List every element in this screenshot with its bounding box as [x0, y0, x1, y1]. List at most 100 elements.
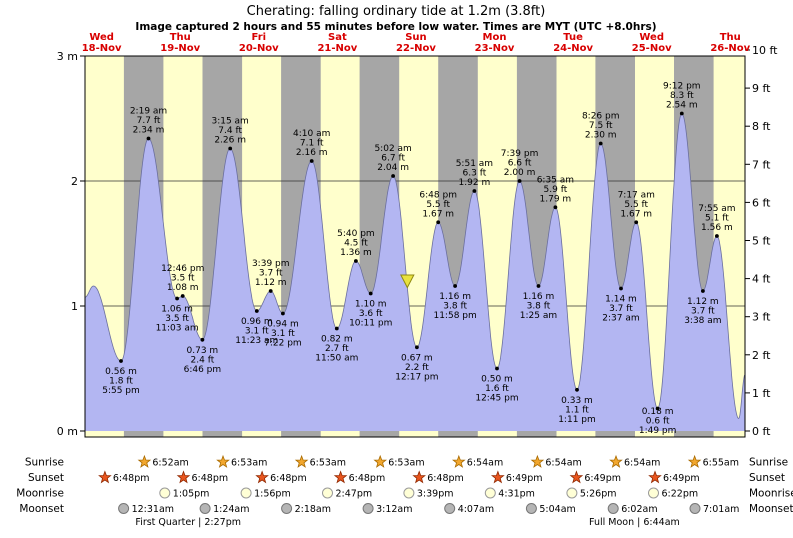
sunrise-time: 6:55am — [703, 458, 739, 469]
tide-extreme-dot — [391, 174, 395, 178]
tide-extreme-label-low: 0.73 m 2.4 ft 6:46 pm — [184, 346, 222, 375]
day-label-date: 18-Nov — [82, 43, 122, 54]
tide-extreme-dot — [254, 309, 259, 313]
tide-extreme-label-line: 1:49 pm — [639, 426, 677, 436]
day-label-weekday: Tue — [563, 32, 583, 43]
tide-extreme-label-line: 7:22 pm — [264, 339, 302, 349]
sunrise-icon — [294, 454, 309, 468]
tide-extreme-label-line: 1.67 m — [620, 209, 652, 219]
day-label-weekday: Wed — [89, 32, 114, 43]
current-tide-marker — [400, 274, 415, 289]
moonrise-icon — [403, 487, 415, 499]
tide-extreme-label-line: 5:40 pm — [337, 229, 375, 239]
left-axis-label: 2 — [71, 175, 78, 188]
tide-extreme-label-line: 0.82 m — [321, 335, 353, 345]
moonrise-row-label-right: Moonrise — [749, 488, 793, 500]
moonrise-time: 1:56pm — [254, 489, 291, 500]
tide-extreme-label-line: 10:11 pm — [349, 319, 392, 329]
day-label-weekday: Thu — [170, 32, 191, 43]
tide-extreme-label-line: 0.73 m — [187, 346, 219, 356]
tide-extreme-label-line: 12:45 pm — [475, 394, 518, 404]
tide-extreme-label-high: 6:35 am 5.9 ft 1.79 m — [537, 175, 574, 204]
tide-extreme-label-line: 1.12 m — [255, 278, 287, 288]
sunset-time: 6:48pm — [113, 473, 150, 484]
page-subtitle: Image captured 2 hours and 55 minutes be… — [135, 21, 656, 33]
sunrise-time: 6:53am — [388, 458, 424, 469]
sunset-time: 6:48pm — [427, 473, 464, 484]
tide-area — [85, 113, 745, 431]
tide-extreme-dot — [309, 159, 314, 163]
right-axis-label: 5 ft — [752, 235, 771, 248]
tide-extreme-dot — [536, 284, 541, 288]
tide-extreme-label-high: 7:55 am 5.1 ft 1.56 m — [698, 204, 735, 233]
tide-extreme-dot — [281, 311, 285, 316]
sunset-icon — [569, 470, 584, 484]
sunset-time: 6:49pm — [663, 473, 700, 484]
tide-extreme-dot — [368, 291, 373, 296]
tide-extreme-label-line: 6:46 pm — [184, 365, 222, 375]
tide-extreme-label-line: 12:17 pm — [395, 372, 438, 382]
sunset-row-label-left: Sunset — [28, 472, 64, 484]
tide-extreme-label-line: 5.9 ft — [544, 185, 568, 195]
tide-extreme-dot — [453, 284, 457, 288]
tide-extreme-label-line: 1.1 ft — [565, 405, 589, 415]
tide-extreme-dot — [553, 205, 558, 210]
moonset-time: 4:07am — [458, 504, 494, 515]
moonset-time: 12:31am — [132, 504, 174, 515]
sunrise-time: 6:53am — [310, 458, 346, 469]
tide-extreme-label-line: 1.8 ft — [109, 377, 133, 387]
tide-extreme-label-low: 0.94 m 3.1 ft 7:22 pm — [264, 320, 302, 349]
right-axis-label: 3 ft — [752, 311, 771, 324]
right-axis-label: 0 ft — [752, 425, 771, 438]
tide-extreme-label-line: 6:35 am — [537, 175, 574, 185]
moonset-time: 7:01am — [703, 504, 739, 515]
tide-extreme-label-high: 3:39 pm 3.7 ft 1.12 m — [252, 259, 290, 288]
tide-extreme-label-line: 5.5 ft — [624, 200, 648, 210]
tide-extreme-label-line: 1.56 m — [701, 223, 733, 233]
tide-extreme-label-line: 1.79 m — [540, 194, 572, 204]
moonset-time: 3:12am — [376, 504, 412, 515]
tide-extreme-label-line: 3.6 ft — [359, 309, 383, 319]
moonrise-time: 2:47pm — [336, 489, 373, 500]
day-label-date: 21-Nov — [317, 43, 357, 54]
sunrise-icon — [687, 454, 702, 468]
tide-extreme-label-line: 3.1 ft — [245, 327, 269, 337]
moonset-icon — [444, 503, 456, 514]
moonrise-icon — [322, 487, 333, 499]
tide-extreme-label-low: 1.06 m 3.5 ft 11:03 am — [156, 305, 199, 334]
tide-extreme-label-line: 11:58 pm — [433, 311, 476, 321]
tide-extreme-label-line: 3:38 am — [684, 316, 721, 326]
tide-extreme-label-line: 11:23 am — [235, 336, 278, 346]
moonset-time: 6:02am — [621, 504, 657, 515]
day-label-weekday: Sat — [328, 32, 347, 43]
tide-extreme-label-line: 7.7 ft — [137, 116, 161, 126]
sunset-time: 6:48pm — [270, 473, 307, 484]
tide-extreme-label-low: 0.18 m 0.6 ft 1:49 pm — [639, 407, 677, 436]
sunrise-time: 6:54am — [467, 458, 503, 469]
tide-extreme-label-line: 1:25 am — [520, 311, 557, 321]
right-axis-label: 10 ft — [752, 44, 778, 57]
tide-extreme-label-line: 1.16 m — [523, 292, 555, 302]
almanac-rows: 6:52am 6:53am 6:53am 6:53am 6:54am 6:54am 6:54… — [98, 454, 739, 528]
tide-extreme-label-low: 0.67 m 2.2 ft 12:17 pm — [395, 353, 438, 382]
tide-extreme-label-line: 5.5 ft — [426, 200, 450, 210]
tide-extreme-dot — [119, 359, 123, 363]
tide-extreme-label-line: 0.67 m — [401, 353, 433, 363]
tide-extreme-label-high: 3:15 am 7.4 ft 2.26 m — [211, 117, 248, 146]
tide-extreme-label-line: 0.33 m — [561, 396, 593, 406]
moonset-icon — [362, 503, 374, 514]
day-label-date: 26-Nov — [710, 43, 750, 54]
tide-extreme-label-low: 0.33 m 1.1 ft 1:11 pm — [558, 396, 596, 425]
tide-extreme-label-line: 8:26 pm — [582, 112, 620, 122]
moonrise-time: 6:22pm — [662, 489, 699, 500]
tide-extreme-label-line: 1.92 m — [459, 178, 491, 188]
sunset-row-label-right: Sunset — [749, 472, 785, 484]
tide-extreme-label-line: 11:03 am — [156, 324, 199, 334]
tide-extreme-dot — [472, 189, 477, 193]
tide-extreme-dot — [354, 259, 358, 263]
plot-area: 3 m 2 1 0 m 10 ft 9 ft 8 ft 7 ft 6 ft 5 ft 4 ft 3 f… — [57, 32, 778, 438]
right-axis-label: 9 ft — [752, 82, 771, 95]
right-axis-label: 4 ft — [752, 273, 771, 286]
tide-extreme-label-high: 8:26 pm 7.5 ft 2.30 m — [582, 112, 620, 141]
tide-extreme-dot — [679, 111, 684, 116]
